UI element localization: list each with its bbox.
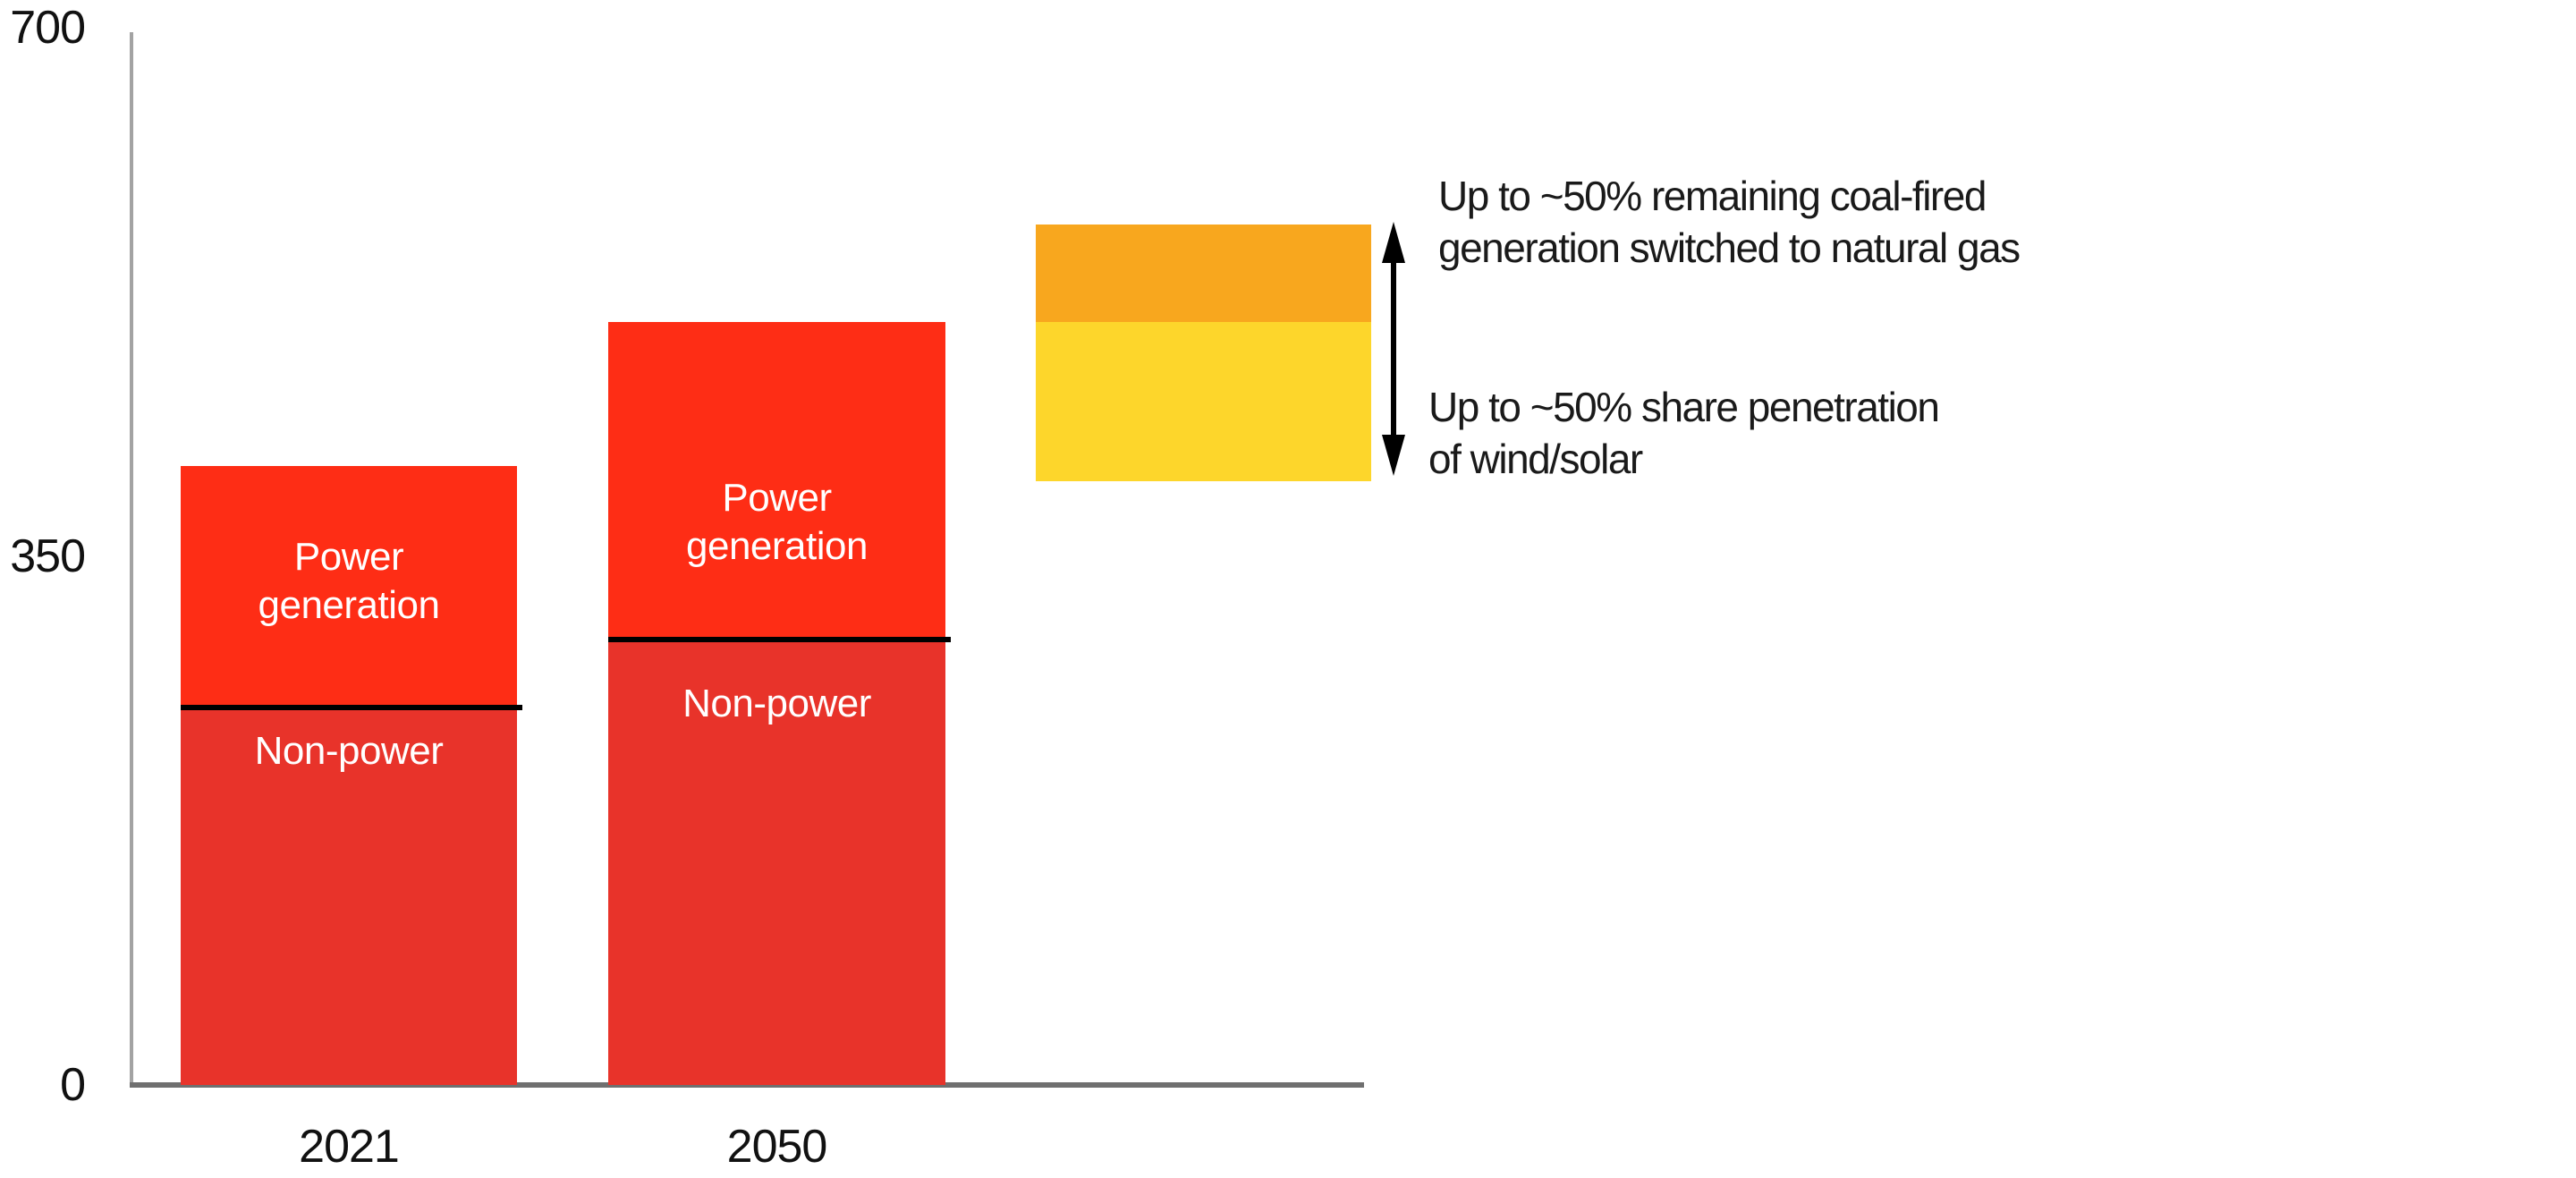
range-arrow-icon xyxy=(1382,222,1405,476)
x-tick-2050: 2050 xyxy=(726,1121,828,1173)
bar-2050-divider-line xyxy=(608,637,951,642)
annotation-wind-solar-line2: of wind/solar xyxy=(1428,436,1643,482)
power-label-line2: generation xyxy=(686,524,868,568)
bar-2050-non-power-label: Non-power xyxy=(682,682,871,725)
bar-2050-non-power-segment xyxy=(608,642,945,1085)
bar-2021-divider-line xyxy=(181,705,522,710)
power-label-line1: Power xyxy=(293,535,404,579)
x-tick-2021: 2021 xyxy=(299,1121,400,1173)
x-axis-line xyxy=(130,1082,1364,1088)
annotation-coal-to-gas-line1: Up to ~50% remaining coal-fired xyxy=(1438,173,1987,219)
bar-2021-non-power-label: Non-power xyxy=(254,729,444,773)
bar-2021-non-power-segment xyxy=(181,710,517,1085)
annotation-coal-to-gas: Up to ~50% remaining coal-fired generati… xyxy=(1438,170,2021,274)
floating-bar-coal-to-gas-segment xyxy=(1036,225,1371,322)
power-label-line1: Power xyxy=(722,476,832,520)
y-tick-0: 0 xyxy=(60,1059,86,1111)
y-axis-line xyxy=(130,32,133,1085)
bar-2050-power-label: Power generation xyxy=(608,474,945,571)
annotation-coal-to-gas-line2: generation switched to natural gas xyxy=(1438,225,2021,271)
annotation-wind-solar: Up to ~50% share penetration of wind/sol… xyxy=(1428,381,1940,485)
y-tick-350: 350 xyxy=(10,530,86,582)
y-tick-700: 700 xyxy=(10,2,86,54)
annotation-wind-solar-line1: Up to ~50% share penetration xyxy=(1428,384,1940,430)
power-label-line2: generation xyxy=(258,583,440,627)
bar-2050-power-segment xyxy=(608,322,945,637)
bar-2021-power-label: Power generation xyxy=(181,533,517,630)
bar-2021-power-segment xyxy=(181,466,517,705)
floating-bar-wind-solar-segment xyxy=(1036,322,1371,481)
